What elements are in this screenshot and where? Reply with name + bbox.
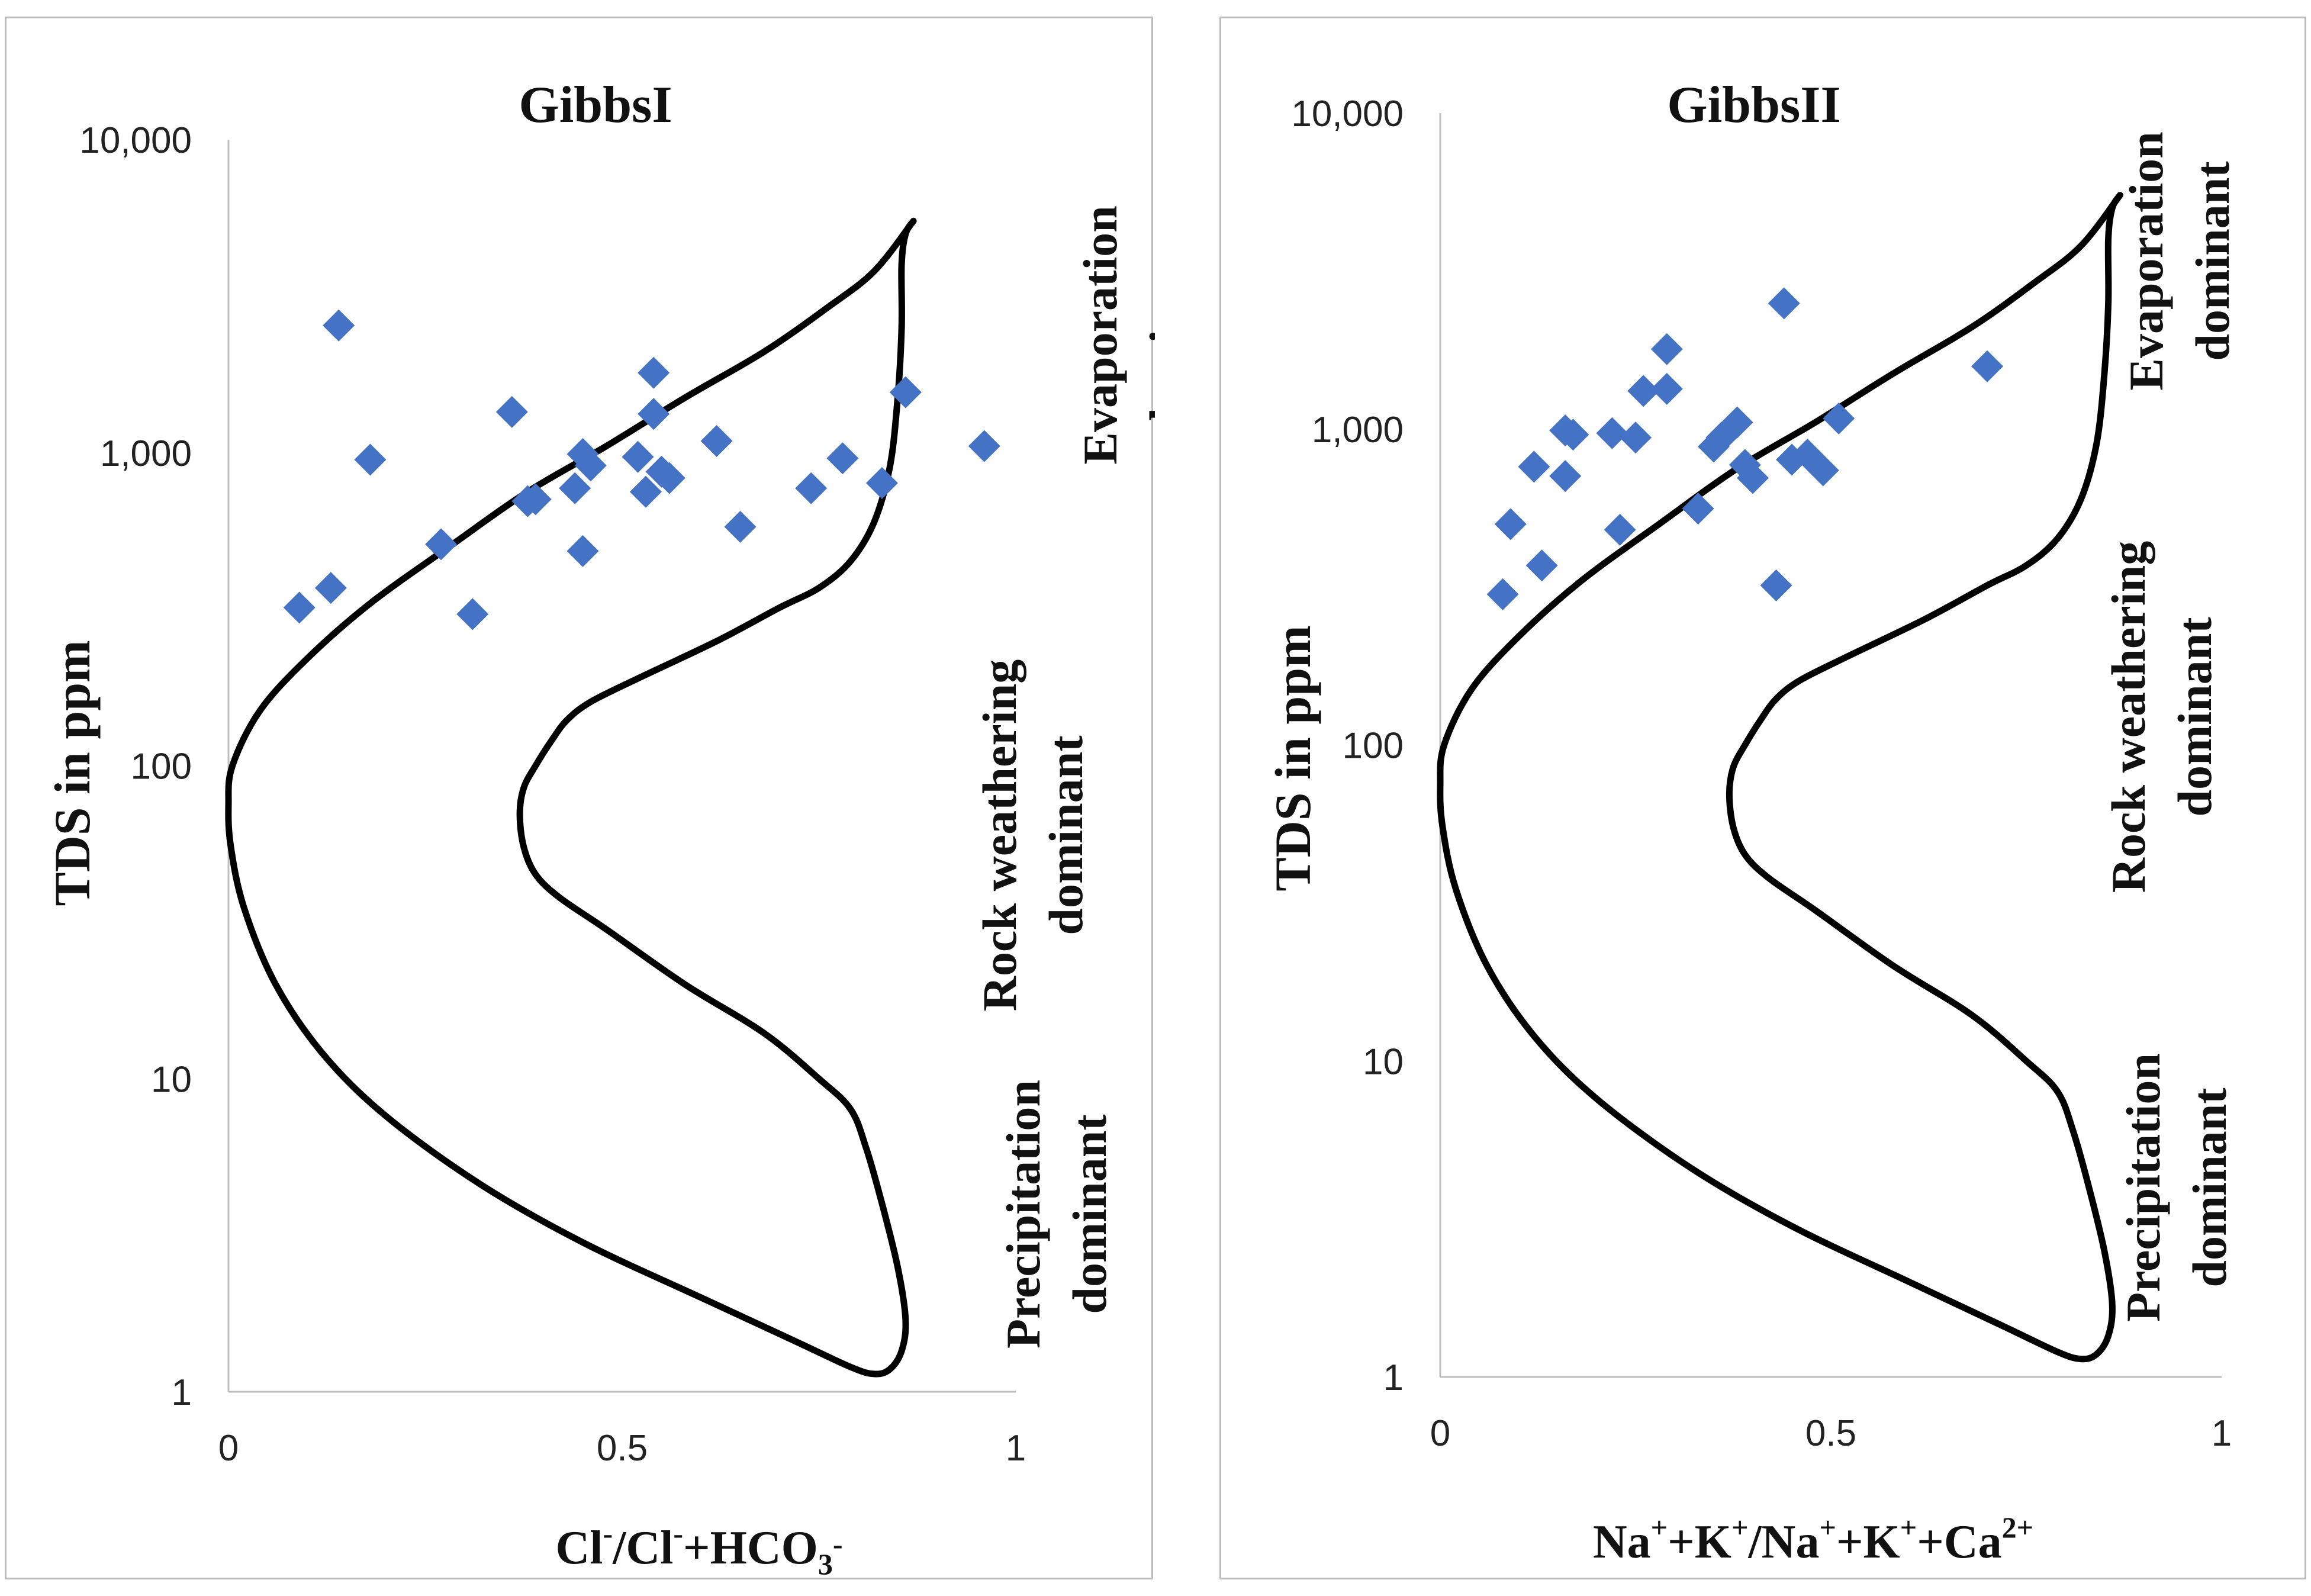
data-point xyxy=(1807,454,1839,487)
data-point xyxy=(519,483,552,516)
chart-title: GibbsI xyxy=(519,76,672,134)
data-point xyxy=(968,430,1000,462)
data-point xyxy=(826,442,859,475)
data-point xyxy=(425,528,458,561)
data-point xyxy=(1525,549,1558,582)
x-tick-label: 0.5 xyxy=(1805,1413,1856,1454)
y-tick-label: 1 xyxy=(172,1372,192,1413)
data-point xyxy=(574,449,607,482)
data-point xyxy=(1729,449,1761,481)
y-tick-label: 10,000 xyxy=(79,120,192,161)
data-point xyxy=(638,356,670,389)
chart-title: GibbsII xyxy=(1667,76,1841,134)
zone-label-precipitation: Precipitation dominant xyxy=(2116,1053,2236,1322)
x-tick-label: 0 xyxy=(1430,1413,1450,1454)
y-tick-label: 10,000 xyxy=(1291,94,1404,134)
zone-label-precipitation: Precipitation dominant xyxy=(996,1080,1116,1349)
data-point xyxy=(795,472,828,504)
gibbs-chart-1: 1 10 100 1,000 10,000 0 0.5 1 GibbsI TDS in ppm Cl… xyxy=(5,17,1155,1581)
gibbs-envelope-curve xyxy=(225,217,917,1378)
data-point xyxy=(283,591,316,624)
data-point xyxy=(622,440,654,473)
data-point xyxy=(495,395,528,428)
y-axis-label: TDS in ppm xyxy=(44,640,101,906)
data-point xyxy=(700,424,733,457)
data-point xyxy=(724,510,757,543)
data-point xyxy=(1604,513,1636,546)
zone-label-evaporation: Evaporation dominant xyxy=(1073,205,1155,464)
gibbs-chart-2: 1 10 100 1,000 10,000 0 0.5 1 GibbsII TDS in ppm N… xyxy=(1219,17,2306,1579)
data-point xyxy=(1557,419,1589,451)
data-point xyxy=(1650,372,1683,405)
data-point xyxy=(1760,569,1792,601)
data-point xyxy=(567,535,599,567)
data-point xyxy=(314,572,347,604)
data-point xyxy=(1518,451,1550,483)
y-tick-label: 1,000 xyxy=(1312,410,1404,451)
data-point xyxy=(653,462,685,494)
data-point xyxy=(1823,402,1855,435)
y-tick-label: 100 xyxy=(131,746,192,787)
y-tick-label: 1 xyxy=(1383,1357,1404,1398)
zone-label-evaporation: Evaporation dominant xyxy=(2119,131,2239,390)
gibbs-envelope-curve xyxy=(1437,192,2123,1363)
x-axis-label: Na+​+K+​/Na+​+K+​+Ca2+​ xyxy=(1593,1511,2033,1568)
x-axis-label: Cl-​/Cl-​+HCO3-​ xyxy=(555,1517,842,1581)
y-tick-label: 10 xyxy=(151,1059,192,1100)
x-tick-label: 1 xyxy=(2212,1413,2232,1454)
data-point xyxy=(1737,462,1769,494)
data-point xyxy=(559,472,591,504)
x-tick-label: 1 xyxy=(1006,1428,1026,1469)
data-point xyxy=(456,598,489,630)
data-point xyxy=(323,309,355,342)
data-point xyxy=(1494,508,1527,540)
data-point xyxy=(1620,421,1652,454)
data-point xyxy=(638,398,670,430)
y-tick-label: 10 xyxy=(1363,1041,1404,1082)
x-tick-label: 0 xyxy=(218,1428,239,1469)
data-point xyxy=(889,376,922,408)
data-point xyxy=(1596,417,1628,449)
data-point xyxy=(1971,350,2003,382)
chart-svg-1: 1 10 100 1,000 10,000 0 0.5 1 GibbsI TDS in ppm Cl… xyxy=(44,76,1155,1581)
data-point xyxy=(1650,333,1683,365)
data-point xyxy=(1682,493,1714,525)
zone-label-rock: Rock weathering dominant xyxy=(973,659,1093,1011)
data-point xyxy=(629,475,662,508)
data-point xyxy=(1486,578,1519,610)
data-point xyxy=(865,466,898,499)
data-point xyxy=(1721,406,1753,439)
chart-svg-2: 1 10 100 1,000 10,000 0 0.5 1 GibbsII TDS in ppm N… xyxy=(1264,76,2239,1568)
data-point xyxy=(1549,460,1582,493)
x-tick-label: 0.5 xyxy=(597,1428,648,1469)
data-point xyxy=(1627,375,1660,407)
zone-label-rock: Rock weathering dominant xyxy=(2101,541,2222,893)
y-tick-label: 1,000 xyxy=(100,433,192,474)
data-point xyxy=(354,443,387,476)
y-tick-label: 100 xyxy=(1343,726,1404,767)
data-point xyxy=(1768,287,1800,320)
y-axis-label: TDS in ppm xyxy=(1264,625,1321,891)
